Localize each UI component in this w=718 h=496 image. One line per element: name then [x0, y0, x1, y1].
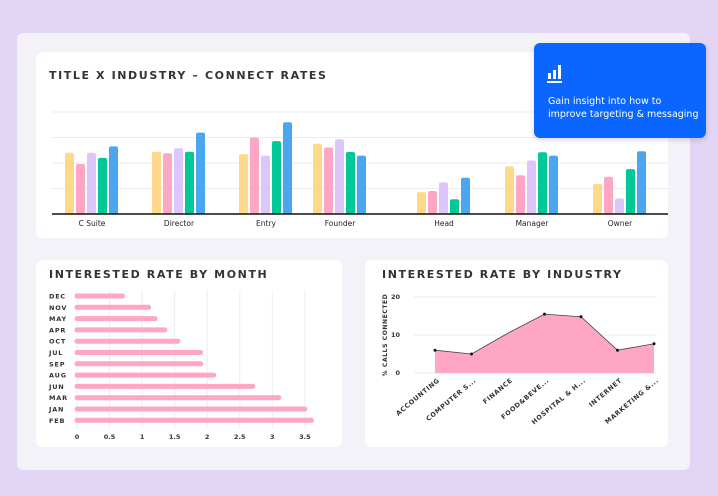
x-tick-label: 3.5	[299, 433, 311, 441]
y-tick-label: APR	[49, 326, 66, 334]
bar	[239, 154, 248, 214]
y-tick-label: NOV	[49, 304, 67, 312]
bar	[527, 160, 536, 214]
connect-rates-title: TITLE X INDUSTRY – CONNECT RATES	[49, 69, 328, 82]
y-tick-label: 20	[391, 293, 401, 301]
bar	[324, 147, 333, 214]
area	[435, 314, 654, 373]
x-tick-label: Founder	[325, 219, 357, 228]
x-tick-label: Owner	[608, 219, 633, 228]
bar	[283, 122, 292, 214]
x-tick-label: 3	[270, 433, 275, 441]
bar	[604, 176, 613, 214]
bar	[313, 143, 322, 214]
x-tick-label: C Suite	[79, 219, 106, 228]
bar	[593, 183, 602, 214]
bar	[261, 155, 270, 214]
callout-line1: Gain insight into how to	[548, 96, 662, 107]
bar	[152, 151, 161, 214]
month-title: INTERESTED RATE BY MONTH	[49, 268, 269, 281]
data-point	[543, 312, 546, 316]
x-tick-label: Entry	[256, 219, 277, 228]
bar-chart-icon	[547, 65, 562, 83]
bar	[357, 155, 366, 214]
bar	[439, 182, 448, 214]
data-point	[652, 342, 656, 346]
y-tick-label: AUG	[49, 372, 67, 380]
bar	[461, 177, 470, 214]
y-tick-label: 0	[395, 369, 400, 377]
insight-callout: Gain insight into how to improve targetin…	[534, 43, 706, 138]
x-tick-label: 1	[140, 433, 145, 441]
y-tick-label: JUL	[48, 349, 63, 357]
bar	[65, 152, 74, 214]
y-axis-label: % CALLS CONNECTED	[382, 294, 389, 377]
bar	[196, 132, 205, 214]
bar	[417, 192, 426, 214]
y-tick-label: MAR	[49, 394, 68, 402]
y-tick-label: JAN	[48, 406, 64, 414]
x-tick-label: 0.5	[104, 433, 116, 441]
bar	[76, 164, 85, 214]
bar	[428, 191, 437, 214]
x-tick-label: 0	[75, 433, 80, 441]
x-tick-label: Director	[164, 219, 195, 228]
bar	[505, 166, 514, 214]
bar	[109, 146, 118, 214]
bar	[615, 198, 624, 214]
bar	[250, 137, 259, 214]
x-tick-label: 1.5	[169, 433, 181, 441]
x-tick-label: 2	[205, 433, 210, 441]
bar	[98, 157, 107, 214]
data-point	[470, 352, 473, 356]
y-tick-label: OCT	[49, 338, 66, 346]
y-tick-label: JUN	[48, 383, 65, 391]
bar	[538, 152, 547, 214]
bar	[174, 148, 183, 214]
bar	[87, 152, 96, 214]
industry-title: INTERESTED RATE BY INDUSTRY	[382, 268, 623, 281]
x-tick-label: Head	[434, 219, 454, 228]
data-point	[433, 348, 437, 352]
bar	[185, 151, 194, 214]
bar	[626, 169, 635, 214]
y-tick-label: 10	[391, 331, 401, 339]
x-tick-label: FINANCE	[481, 376, 514, 405]
bar	[163, 153, 172, 214]
x-tick-label: 2.5	[234, 433, 246, 441]
y-tick-label: SEP	[49, 360, 65, 368]
bar	[516, 175, 525, 214]
bar	[450, 199, 459, 214]
bar	[272, 141, 281, 214]
y-tick-label: MAY	[49, 315, 67, 323]
bar	[637, 151, 646, 214]
bar	[549, 155, 558, 214]
data-point	[616, 348, 619, 352]
y-tick-label: FEB	[49, 417, 65, 425]
bar	[346, 152, 355, 214]
data-point	[579, 315, 583, 319]
callout-line2: improve targeting & messaging	[548, 109, 699, 120]
x-tick-label: INTERNET	[587, 376, 623, 408]
y-tick-label: DEC	[49, 293, 66, 301]
bar	[335, 139, 344, 214]
x-tick-label: Manager	[516, 219, 550, 228]
